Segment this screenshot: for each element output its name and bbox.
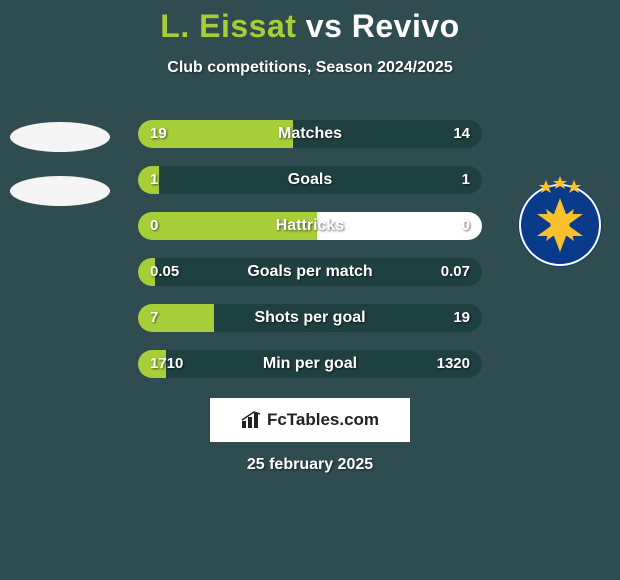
date-label: 25 february 2025 xyxy=(0,456,620,474)
stat-label: Shots per goal xyxy=(138,304,482,332)
player1-avatar-slot xyxy=(10,120,110,220)
comparison-title: L. Eissat vs Revivo xyxy=(0,0,620,45)
stat-row: 11Goals xyxy=(138,166,482,194)
player2-name: Revivo xyxy=(352,8,460,44)
logo-bars-icon xyxy=(241,411,263,429)
subtitle: Club competitions, Season 2024/2025 xyxy=(0,59,620,77)
vs-separator: vs xyxy=(296,8,351,44)
player2-crest xyxy=(510,170,610,270)
maccabi-crest-icon xyxy=(510,170,610,270)
logo-label: FcTables.com xyxy=(267,410,379,430)
stat-label: Matches xyxy=(138,120,482,148)
stat-row: 1914Matches xyxy=(138,120,482,148)
stat-label: Min per goal xyxy=(138,350,482,378)
player1-name: L. Eissat xyxy=(160,8,296,44)
stat-label: Goals per match xyxy=(138,258,482,286)
stats-area: 1914Matches 11Goals 00Hattricks 0.050.07Goa… xyxy=(0,120,620,396)
stat-row: 00Hattricks xyxy=(138,212,482,240)
stat-label: Hattricks xyxy=(138,212,482,240)
stat-label: Goals xyxy=(138,166,482,194)
player1-placeholder-2 xyxy=(10,176,110,206)
stat-row: 17101320Min per goal xyxy=(138,350,482,378)
fctables-logo: FcTables.com xyxy=(210,398,410,442)
player1-placeholder-1 xyxy=(10,122,110,152)
stat-row: 0.050.07Goals per match xyxy=(138,258,482,286)
stat-row: 719Shots per goal xyxy=(138,304,482,332)
fctables-logo-text: FcTables.com xyxy=(241,410,379,430)
